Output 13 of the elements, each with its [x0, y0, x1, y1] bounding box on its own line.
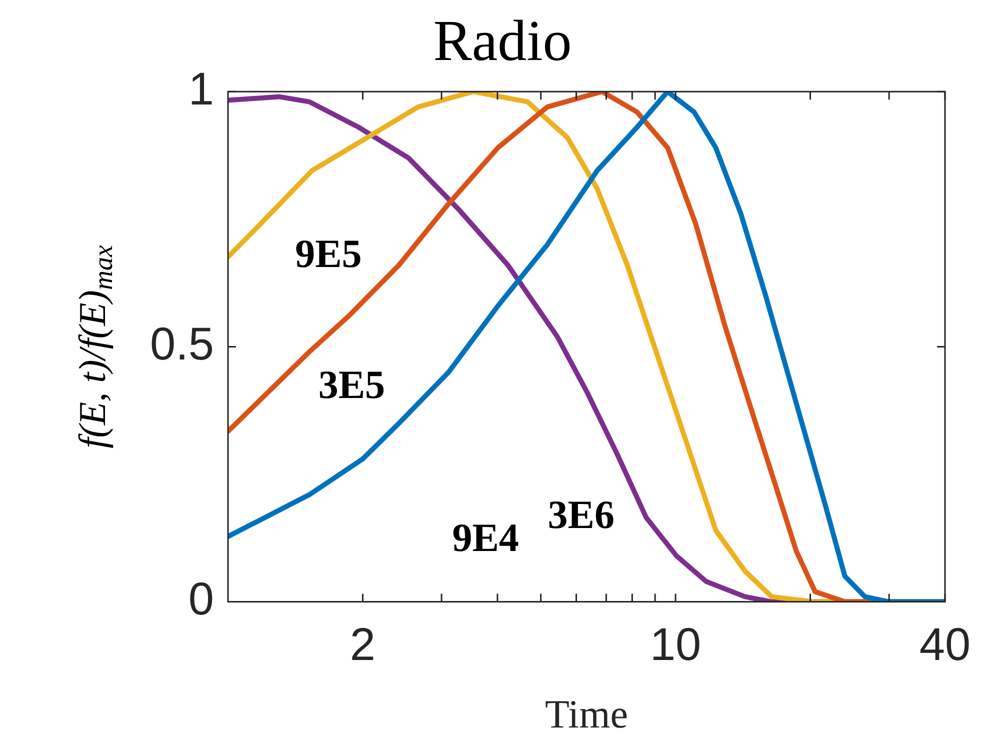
- y-tick-label: 0: [188, 572, 214, 624]
- x-tick-label: 40: [919, 618, 971, 670]
- series-label: 3E6: [548, 492, 614, 537]
- x-tick-label: 2: [350, 618, 376, 670]
- series-label: 9E5: [295, 231, 362, 276]
- series-label: 3E5: [318, 362, 386, 407]
- text: 9E4: [452, 514, 519, 560]
- x-tick-label: 10: [650, 618, 702, 670]
- y-axis-title: f(E, t)/f(E)max: [72, 245, 118, 448]
- chart-title: Radio: [433, 8, 572, 74]
- y-tick-label: 0.5: [150, 317, 214, 370]
- x-axis-title: Time: [544, 692, 628, 736]
- y-tick-label: 1: [188, 62, 214, 114]
